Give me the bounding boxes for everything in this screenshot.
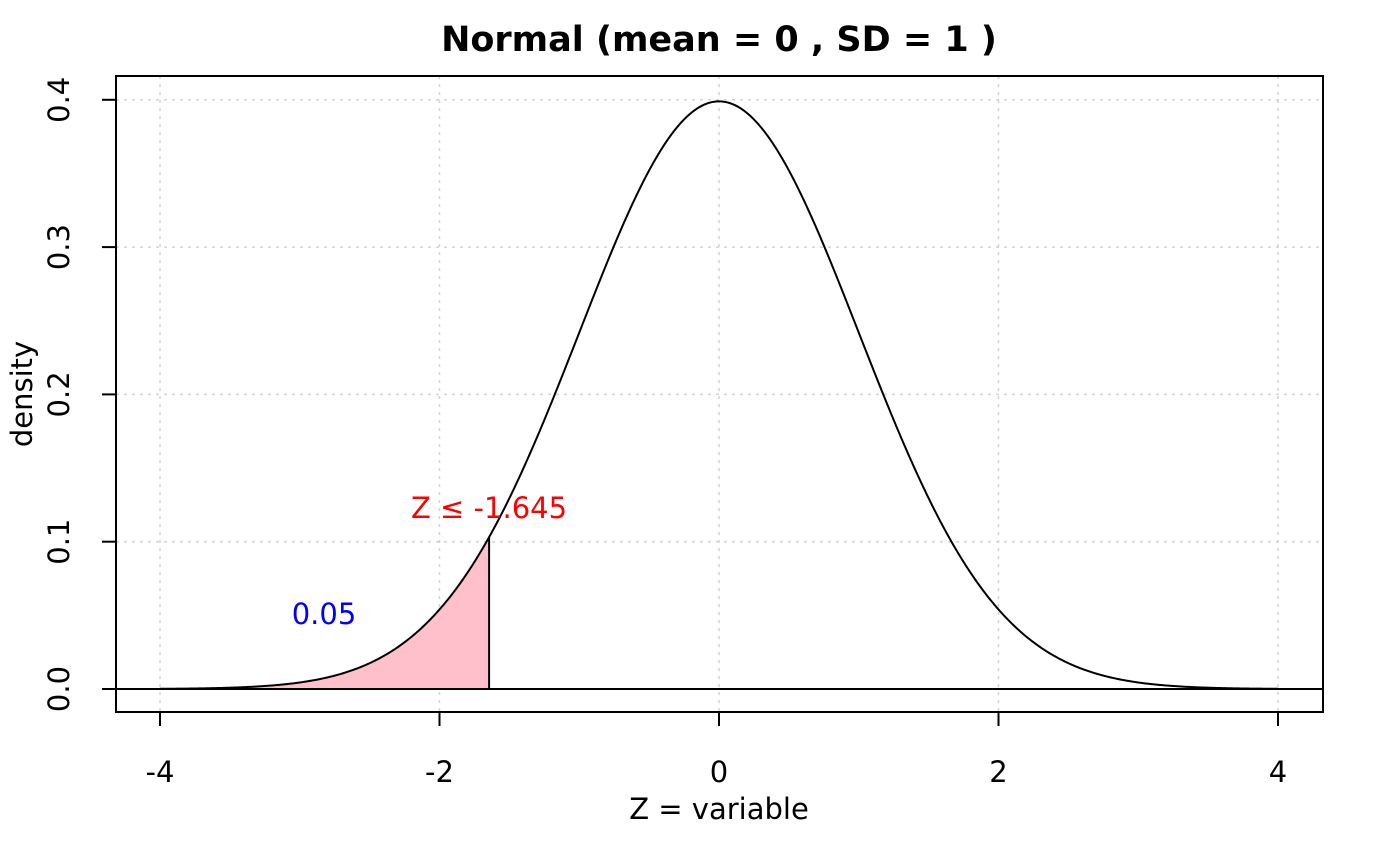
curve-layer: [116, 100, 1323, 690]
x-axis-title: Z = variable: [629, 792, 809, 826]
y-tick-label: 0.1: [42, 519, 76, 565]
y-axis-title: density: [5, 341, 39, 447]
x-tick-label: 2: [989, 755, 1007, 789]
annotation-cutoff: Z ≤ -1.645: [411, 491, 567, 525]
shaded-region-layer: [160, 537, 491, 689]
x-tick-label: -4: [146, 755, 175, 789]
x-tick-label: -2: [425, 755, 454, 789]
text-layer: Normal (mean = 0 , SD = 1 ) Z = variable…: [5, 20, 997, 826]
axes: -4 -2 0 2 4 0.0 0.1 0.2 0.3 0.4: [42, 75, 1324, 789]
chart-title: Normal (mean = 0 , SD = 1 ): [441, 20, 997, 60]
x-tick-label: 0: [710, 755, 728, 789]
y-tick-label: 0.0: [42, 666, 76, 712]
y-tick-label: 0.3: [42, 224, 76, 270]
density-curve: [159, 100, 1279, 690]
shaded-tail-area: [160, 537, 490, 689]
annotation-probability: 0.05: [292, 597, 357, 631]
x-tick-label: 4: [1269, 755, 1287, 789]
y-tick-label: 0.4: [42, 77, 76, 123]
y-tick-label: 0.2: [42, 371, 76, 417]
